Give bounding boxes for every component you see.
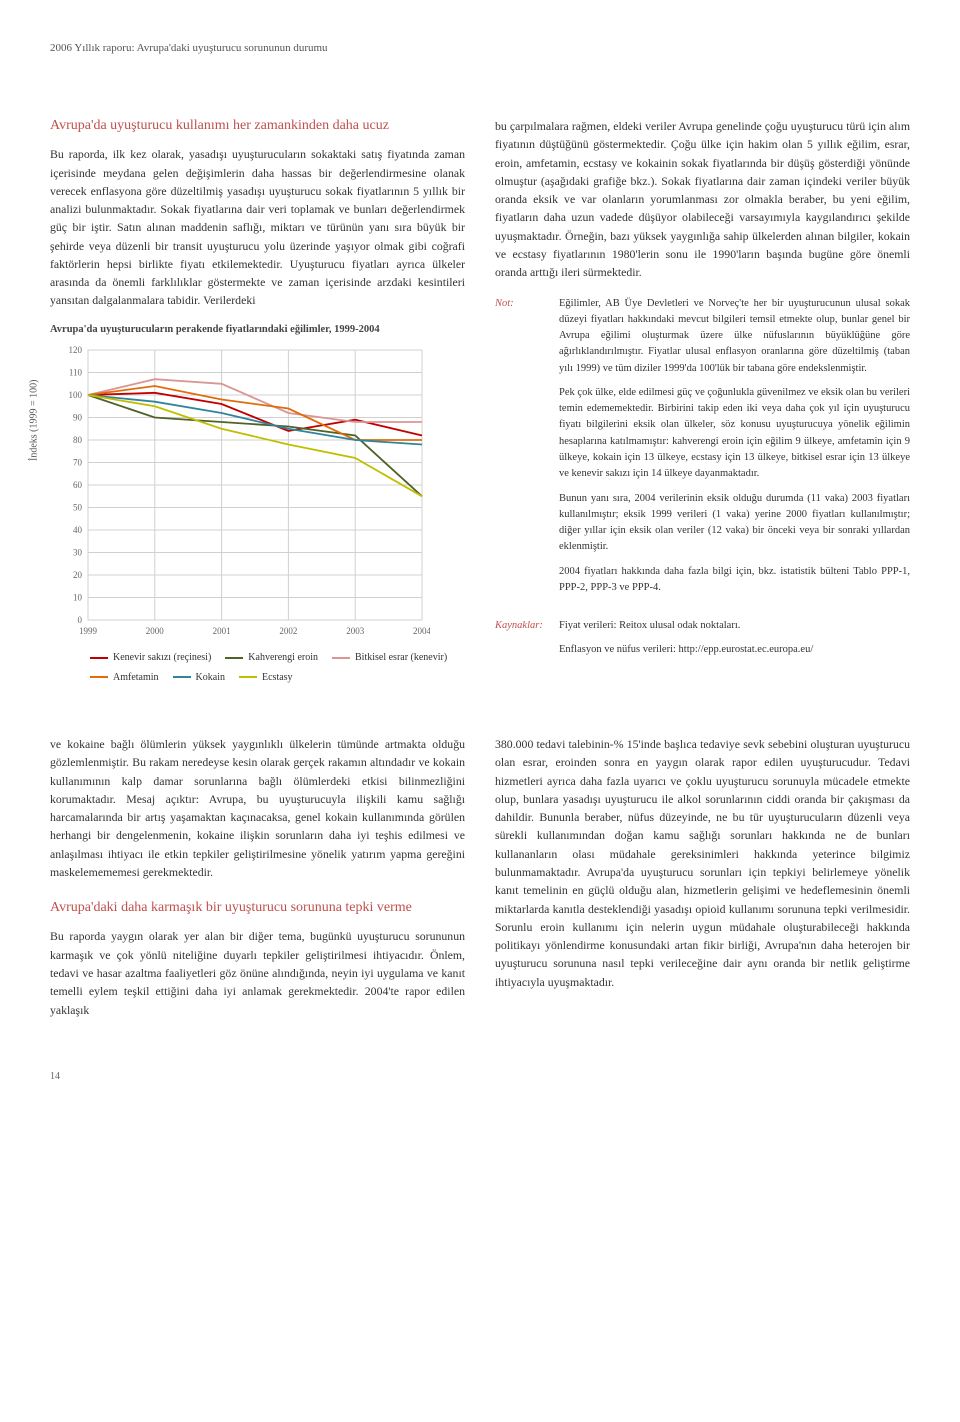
legend-label: Kokain <box>196 670 225 686</box>
source-para: Fiyat verileri: Reitox ulusal odak nokta… <box>559 618 813 634</box>
legend-item: Kokain <box>173 670 225 686</box>
svg-text:60: 60 <box>73 480 83 490</box>
running-title: 2006 Yıllık raporu: Avrupa'daki uyuşturu… <box>50 40 910 57</box>
sources-label: Kaynaklar: <box>495 618 545 667</box>
svg-text:2001: 2001 <box>213 626 231 636</box>
legend-item: Ecstasy <box>239 670 293 686</box>
note-block: Not: Eğilimler, AB Üye Devletleri ve Nor… <box>495 296 910 605</box>
svg-text:2002: 2002 <box>279 626 297 636</box>
note-para: Eğilimler, AB Üye Devletleri ve Norveç't… <box>559 296 910 377</box>
sources-block: Kaynaklar: Fiyat verileri: Reitox ulusal… <box>495 618 910 667</box>
legend-item: Amfetamin <box>90 670 159 686</box>
svg-text:30: 30 <box>73 548 83 558</box>
lower-subheading: Avrupa'daki daha karmaşık bir uyuşturucu… <box>50 899 465 917</box>
lower-left-para1: ve kokaine bağlı ölümlerin yüksek yaygın… <box>50 735 465 881</box>
legend-label: Ecstasy <box>262 670 293 686</box>
legend-label: Kahverengi eroin <box>248 650 318 666</box>
svg-text:10: 10 <box>73 593 83 603</box>
svg-text:0: 0 <box>78 615 83 625</box>
svg-text:100: 100 <box>69 390 83 400</box>
svg-text:40: 40 <box>73 525 83 535</box>
source-para: Enflasyon ve nüfus verileri: http://epp.… <box>559 642 813 658</box>
sources-text: Fiyat verileri: Reitox ulusal odak nokta… <box>559 618 813 667</box>
svg-text:1999: 1999 <box>79 626 98 636</box>
chart-title: Avrupa'da uyuşturucuların perakende fiya… <box>50 322 465 338</box>
legend-label: Kenevir sakızı (reçinesi) <box>113 650 211 666</box>
svg-text:120: 120 <box>69 345 83 355</box>
svg-text:50: 50 <box>73 503 83 513</box>
note-label: Not: <box>495 296 545 605</box>
info-box: Avrupa'da uyuşturucu kullanımı her zaman… <box>50 117 910 685</box>
legend-swatch <box>225 657 243 659</box>
svg-text:2003: 2003 <box>346 626 365 636</box>
note-para: Bunun yanı sıra, 2004 verilerinin eksik … <box>559 491 910 556</box>
box-right-para: bu çarpılmalara rağmen, eldeki veriler A… <box>495 117 910 282</box>
box-heading: Avrupa'da uyuşturucu kullanımı her zaman… <box>50 117 465 135</box>
svg-text:2004: 2004 <box>413 626 430 636</box>
legend-swatch <box>90 676 108 678</box>
note-para: 2004 fiyatları hakkında daha fazla bilgi… <box>559 564 910 597</box>
legend-item: Kenevir sakızı (reçinesi) <box>90 650 211 666</box>
note-para: Pek çok ülke, elde edilmesi güç ve çoğun… <box>559 385 910 483</box>
svg-text:20: 20 <box>73 570 83 580</box>
legend-swatch <box>173 676 191 678</box>
legend-item: Bitkisel esrar (kenevir) <box>332 650 447 666</box>
chart-svg: 1201101009080706050403020100199920002001… <box>50 344 430 644</box>
svg-text:80: 80 <box>73 435 83 445</box>
chart: İndeks (1999 = 100) 12011010090807060504… <box>50 344 465 644</box>
svg-text:70: 70 <box>73 458 83 468</box>
y-axis-label: İndeks (1999 = 100) <box>26 380 42 461</box>
svg-text:110: 110 <box>69 368 83 378</box>
lower-left-para2: Bu raporda yaygın olarak yer alan bir di… <box>50 927 465 1018</box>
lower-right-para: 380.000 tedavi talebinin-% 15'inde başlı… <box>495 735 910 991</box>
box-left-para: Bu raporda, ilk kez olarak, yasadışı uyu… <box>50 145 465 310</box>
legend-item: Kahverengi eroin <box>225 650 318 666</box>
legend-swatch <box>239 676 257 678</box>
svg-text:90: 90 <box>73 413 83 423</box>
svg-text:2000: 2000 <box>146 626 165 636</box>
page-number: 14 <box>50 1069 910 1085</box>
chart-legend: Kenevir sakızı (reçinesi) Kahverengi eroi… <box>90 650 465 685</box>
legend-label: Amfetamin <box>113 670 159 686</box>
legend-swatch <box>90 657 108 659</box>
legend-swatch <box>332 657 350 659</box>
legend-label: Bitkisel esrar (kenevir) <box>355 650 447 666</box>
note-text: Eğilimler, AB Üye Devletleri ve Norveç't… <box>559 296 910 605</box>
